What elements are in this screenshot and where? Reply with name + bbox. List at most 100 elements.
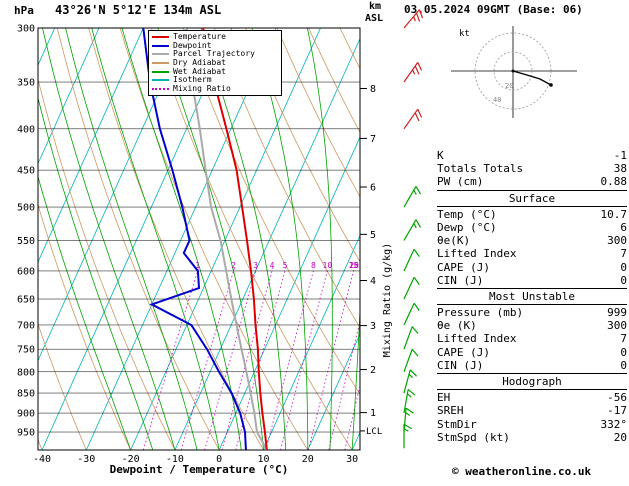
stat-value: 0 bbox=[620, 260, 627, 274]
svg-text:800: 800 bbox=[17, 367, 35, 378]
divider bbox=[437, 287, 627, 289]
stat-value: 38 bbox=[613, 162, 627, 176]
curve-parcel-trajectory bbox=[184, 28, 268, 450]
stat-row: Lifted Index 7 bbox=[437, 247, 627, 260]
svg-text:400: 400 bbox=[17, 124, 35, 135]
svg-text:Mixing Ratio (g/kg): Mixing Ratio (g/kg) bbox=[382, 243, 393, 357]
stat-row: θe (K) 300 bbox=[437, 319, 627, 332]
legend-label: Dewpoint bbox=[173, 40, 212, 50]
legend-item: Mixing Ratio bbox=[152, 84, 278, 94]
parcel-line-swatch bbox=[152, 53, 169, 56]
isotherm-line-swatch bbox=[152, 79, 169, 82]
stat-row: θe(K) 300 bbox=[437, 234, 627, 247]
section-title-hodograph: Hodograph bbox=[502, 375, 562, 388]
stat-row: StmDir 332° bbox=[437, 418, 627, 431]
wet-adiabat-line-swatch bbox=[152, 70, 169, 73]
legend-label: Dry Adiabat bbox=[173, 58, 226, 68]
curve-dewpoint bbox=[142, 28, 247, 450]
altitude-unit-km: km bbox=[369, 1, 382, 12]
stat-label: K bbox=[437, 149, 444, 162]
legend-item: Isotherm bbox=[152, 76, 278, 85]
stat-row: SREH -17 bbox=[437, 404, 627, 417]
svg-text:900: 900 bbox=[17, 409, 35, 420]
stats-panel: K -1 Totals Totals 38 PW (cm) 0.88 Surface … bbox=[437, 149, 627, 444]
svg-text:1: 1 bbox=[370, 408, 376, 419]
stat-label: CIN (J) bbox=[437, 358, 484, 372]
stat-label: SREH bbox=[437, 404, 464, 418]
stat-value: 300 bbox=[607, 234, 627, 248]
svg-text:7: 7 bbox=[370, 134, 376, 145]
stat-value: 10.7 bbox=[600, 207, 628, 221]
svg-text:3: 3 bbox=[370, 321, 376, 332]
svg-text:30: 30 bbox=[346, 454, 358, 465]
stat-row: CAPE (J) 0 bbox=[437, 346, 627, 359]
svg-text:350: 350 bbox=[17, 78, 35, 89]
svg-text:LCL: LCL bbox=[366, 427, 382, 437]
stat-value: 0 bbox=[620, 345, 627, 359]
legend-item: Parcel Trajectory bbox=[152, 50, 278, 59]
mixing-ratio-line-swatch bbox=[152, 87, 169, 90]
dewpoint-line-swatch bbox=[152, 44, 169, 47]
pressure-axis-unit: hPa bbox=[14, 4, 34, 17]
svg-text:650: 650 bbox=[17, 295, 35, 306]
legend-item: Temperature bbox=[152, 33, 278, 42]
stat-row: Lifted Index 7 bbox=[437, 332, 627, 345]
legend: Temperature Dewpoint Parcel Trajectory D… bbox=[148, 30, 282, 97]
svg-text:600: 600 bbox=[17, 266, 35, 277]
svg-text:700: 700 bbox=[17, 320, 35, 331]
svg-text:2: 2 bbox=[370, 365, 376, 376]
stat-value: 332° bbox=[600, 417, 628, 431]
stat-label: EH bbox=[437, 391, 451, 405]
svg-text:300: 300 bbox=[17, 24, 35, 35]
svg-text:-10: -10 bbox=[166, 454, 184, 465]
legend-item: Dewpoint bbox=[152, 40, 278, 51]
svg-text:8: 8 bbox=[370, 84, 376, 95]
svg-text:15: 15 bbox=[349, 261, 359, 270]
legend-label: Temperature bbox=[173, 32, 226, 42]
section-title-most-unstable: Most Unstable bbox=[488, 289, 576, 303]
stat-value: 999 bbox=[607, 306, 627, 320]
svg-text:25: 25 bbox=[349, 261, 359, 270]
stat-label: StmDir bbox=[437, 417, 477, 431]
stat-label: CAPE (J) bbox=[437, 260, 490, 274]
wind-barbs bbox=[403, 9, 424, 449]
legend-item: Wet Adiabat bbox=[152, 67, 278, 76]
stat-value: 0.88 bbox=[600, 175, 628, 189]
curve-temperature bbox=[202, 28, 268, 450]
stat-label: PW (cm) bbox=[437, 175, 484, 189]
stat-row: StmSpd (kt) 20 bbox=[437, 431, 627, 444]
svg-text:20: 20 bbox=[349, 261, 359, 270]
stat-value: -56 bbox=[607, 391, 627, 405]
stat-label: StmSpd (kt) bbox=[437, 430, 510, 444]
stat-row: CIN (J) 0 bbox=[437, 359, 627, 372]
stat-row: Totals Totals 38 bbox=[437, 162, 627, 175]
stat-value: 7 bbox=[620, 247, 627, 261]
divider bbox=[437, 304, 627, 306]
svg-text:750: 750 bbox=[17, 345, 35, 356]
stat-value: 7 bbox=[620, 332, 627, 346]
divider bbox=[437, 189, 627, 191]
copyright: © weatheronline.co.uk bbox=[452, 465, 592, 478]
legend-label: Parcel Trajectory bbox=[173, 49, 255, 59]
stat-value: 20 bbox=[613, 430, 627, 444]
stat-row: Dewp (°C) 6 bbox=[437, 221, 627, 234]
svg-text:40: 40 bbox=[493, 96, 501, 104]
svg-text:8: 8 bbox=[311, 261, 316, 270]
divider bbox=[437, 373, 627, 374]
stat-label: Totals Totals bbox=[437, 162, 524, 176]
stat-label: Dewp (°C) bbox=[437, 220, 497, 234]
svg-text:500: 500 bbox=[17, 203, 35, 214]
stat-label: Pressure (mb) bbox=[437, 306, 524, 320]
stat-value: -1 bbox=[613, 149, 627, 162]
svg-text:10: 10 bbox=[257, 454, 269, 465]
svg-text:5: 5 bbox=[283, 261, 288, 270]
divider bbox=[437, 205, 627, 207]
stat-label: CIN (J) bbox=[437, 273, 484, 287]
svg-text:950: 950 bbox=[17, 428, 35, 439]
stat-row: Pressure (mb) 999 bbox=[437, 306, 627, 319]
stat-label: Lifted Index bbox=[437, 332, 517, 346]
svg-text:1: 1 bbox=[195, 261, 200, 270]
stat-label: θe(K) bbox=[437, 234, 471, 248]
svg-text:20: 20 bbox=[505, 82, 513, 90]
